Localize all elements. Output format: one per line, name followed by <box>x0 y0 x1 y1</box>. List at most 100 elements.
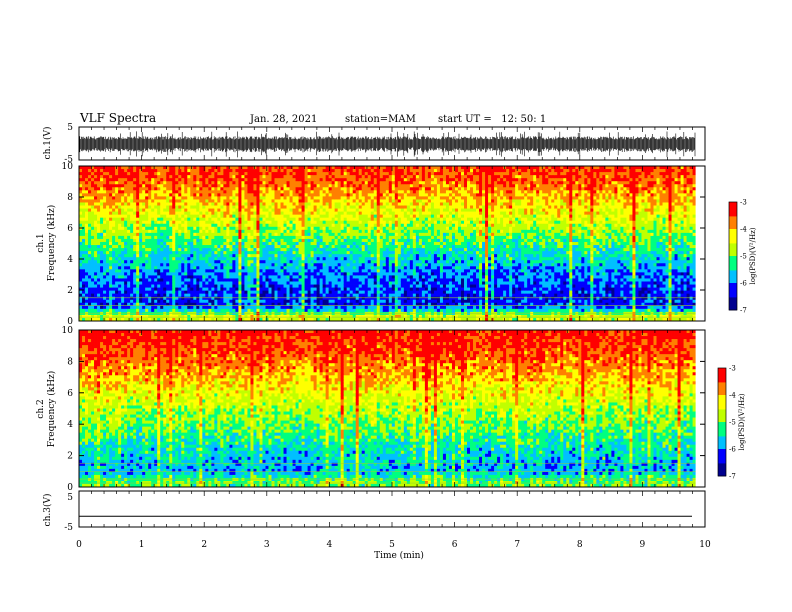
spectrogram-cell <box>202 205 206 209</box>
spectrogram-cell <box>358 299 363 304</box>
spectrogram-cell <box>268 217 272 222</box>
spectrogram-cell <box>250 172 254 176</box>
spectrogram-cell <box>139 211 143 216</box>
spectrogram-cell <box>250 260 254 264</box>
spectrogram-cell <box>355 266 360 270</box>
spectrogram-cell <box>334 202 339 206</box>
spectrogram-cell <box>172 235 176 240</box>
spectrogram-cell <box>316 172 321 176</box>
spectrogram-cell <box>100 317 104 322</box>
spectrogram-cell <box>214 266 218 270</box>
spectrogram-cell <box>199 302 203 307</box>
spectrogram-cell <box>136 220 140 225</box>
spectrogram-cell <box>103 296 107 301</box>
spectrogram-cell <box>268 254 272 258</box>
spectrogram-cell <box>346 281 351 285</box>
spectrogram-cell <box>208 220 212 225</box>
spectrogram-cell <box>217 269 221 273</box>
spectrogram-cell <box>352 281 357 285</box>
spectrogram-cell <box>202 232 206 237</box>
spectrogram-cell <box>316 293 321 298</box>
spectrogram-cell <box>163 181 167 185</box>
spectrogram-cell <box>124 299 128 304</box>
spectrogram-cell <box>169 299 173 304</box>
spectrogram-cell <box>313 293 318 298</box>
spectrogram-cell <box>184 205 188 209</box>
spectrogram-cell <box>301 251 305 255</box>
spectrogram-cell <box>169 199 173 203</box>
spectrogram-cell <box>247 281 251 285</box>
spectrogram-cell <box>88 205 92 209</box>
spectrogram-cell <box>223 208 227 212</box>
spectrogram-cell <box>124 190 128 194</box>
spectrogram-cell <box>157 214 161 219</box>
spectrogram-cell <box>235 272 239 276</box>
spectrogram-cell <box>349 226 354 231</box>
spectrogram-cell <box>163 296 167 301</box>
spectrogram-cell <box>268 281 272 285</box>
spectrogram-cell <box>145 248 149 252</box>
spectrogram-cell <box>250 272 254 276</box>
spectrogram-cell <box>178 305 182 310</box>
spectrogram-cell <box>97 199 101 203</box>
spectrogram-cell <box>193 272 197 276</box>
spectrogram-cell <box>85 187 89 191</box>
spectrogram-cell <box>151 211 155 216</box>
spectrogram-cell <box>181 220 185 225</box>
spectrogram-cell <box>286 278 290 282</box>
spectrogram-cell <box>310 178 315 182</box>
spectrogram-cell <box>130 260 134 264</box>
spectrogram-cell <box>160 184 164 188</box>
spectrogram-cell <box>205 199 209 203</box>
spectrogram-cell <box>259 184 263 188</box>
spectrogram-cell <box>298 299 302 304</box>
spectrogram-cell <box>343 172 348 176</box>
spectrogram-cell <box>250 214 254 219</box>
spectrogram-cell <box>364 245 369 249</box>
spectrogram-cell <box>100 245 104 249</box>
spectrogram-cell <box>316 281 321 285</box>
spectrogram-cell <box>367 302 372 307</box>
spectrogram-cell <box>124 217 128 222</box>
spectrogram-cell <box>193 254 197 258</box>
spectrogram-cell <box>226 299 230 304</box>
spectrogram-cell <box>241 214 245 219</box>
spectrogram-cell <box>355 220 360 225</box>
spectrogram-cell <box>304 272 308 276</box>
spectrogram-cell <box>322 181 327 185</box>
spectrogram-cell <box>238 260 242 264</box>
spectrogram-cell <box>214 169 218 173</box>
spectrogram-cell <box>157 166 161 170</box>
spectrogram-cell <box>211 238 215 243</box>
spectrogram-cell <box>355 275 360 279</box>
spectrogram-cell <box>319 196 324 200</box>
spectrogram-cell <box>337 275 342 279</box>
spectrogram-cell <box>259 193 263 197</box>
spectrogram-cell <box>367 296 372 301</box>
spectrogram-cell <box>277 184 281 188</box>
spectrogram-cell <box>97 317 101 322</box>
spectrogram-cell <box>325 299 330 304</box>
spectrogram-cell <box>316 238 321 243</box>
spectrogram-cell <box>169 211 173 216</box>
header-station: station=MAM <box>345 114 416 125</box>
spectrogram-cell <box>292 275 296 279</box>
spectrogram-cell <box>301 260 305 264</box>
spectrogram-cell <box>82 175 86 179</box>
spectrogram-cell <box>139 169 143 173</box>
spectrogram-cell <box>292 202 296 206</box>
spectrogram-cell <box>298 175 302 179</box>
spectrogram-cell <box>193 184 197 188</box>
spectrogram-cell <box>346 251 351 255</box>
spectrogram-cell <box>160 275 164 279</box>
spectrogram-cell <box>106 187 110 191</box>
spectrogram-cell <box>214 166 218 170</box>
spectrogram-cell <box>106 305 110 310</box>
spectrogram-cell <box>85 302 89 307</box>
spectrogram-cell <box>259 278 263 282</box>
spectrogram-cell <box>283 169 287 173</box>
spectrogram-cell <box>79 220 83 225</box>
spectrogram-cell <box>247 263 251 267</box>
spectrogram-cell <box>208 214 212 219</box>
spectrogram-cell <box>172 181 176 185</box>
